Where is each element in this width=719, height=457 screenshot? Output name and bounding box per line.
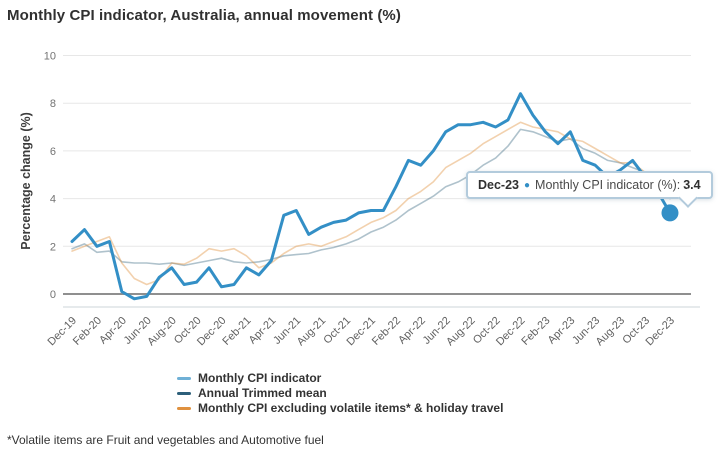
footnote: *Volatile items are Fruit and vegetables… xyxy=(7,433,324,447)
legend-label: Monthly CPI excluding volatile items* & … xyxy=(198,401,504,415)
series-line-1 xyxy=(71,128,671,267)
y-axis-title: Percentage change (%) xyxy=(19,112,33,250)
series-bullet-icon: ● xyxy=(524,180,531,191)
line-swatch-icon xyxy=(177,406,191,410)
svg-text:8: 8 xyxy=(50,98,56,110)
svg-text:4: 4 xyxy=(50,194,56,206)
legend-label: Annual Trimmed mean xyxy=(198,386,327,400)
svg-text:Feb-20: Feb-20 xyxy=(71,315,104,348)
svg-text:Feb-23: Feb-23 xyxy=(519,315,552,348)
svg-text:6: 6 xyxy=(50,146,56,158)
tooltip-series-label: Monthly CPI indicator (%): xyxy=(535,178,681,192)
selected-point-marker[interactable] xyxy=(661,204,679,222)
page-title: Monthly CPI indicator, Australia, annual… xyxy=(7,7,401,24)
legend: Monthly CPI indicator Annual Trimmed mea… xyxy=(177,371,503,416)
svg-text:2: 2 xyxy=(50,241,56,253)
line-swatch-icon xyxy=(177,376,191,380)
svg-text:Feb-22: Feb-22 xyxy=(370,315,403,348)
legend-item-monthly-cpi[interactable]: Monthly CPI indicator xyxy=(177,371,503,385)
svg-text:10: 10 xyxy=(44,51,56,63)
legend-label: Monthly CPI indicator xyxy=(198,371,322,385)
svg-text:Feb-21: Feb-21 xyxy=(220,315,253,348)
legend-item-excl-volatile[interactable]: Monthly CPI excluding volatile items* & … xyxy=(177,401,503,415)
svg-text:0: 0 xyxy=(50,289,56,301)
series-line-2 xyxy=(71,121,671,286)
line-swatch-icon xyxy=(177,391,191,395)
series-line-0 xyxy=(70,92,672,301)
legend-item-trimmed-mean[interactable]: Annual Trimmed mean xyxy=(177,386,503,400)
tooltip-period: Dec-23 xyxy=(478,178,519,192)
tooltip: Dec-23 ● Monthly CPI indicator (%): 3.4 xyxy=(466,171,713,208)
